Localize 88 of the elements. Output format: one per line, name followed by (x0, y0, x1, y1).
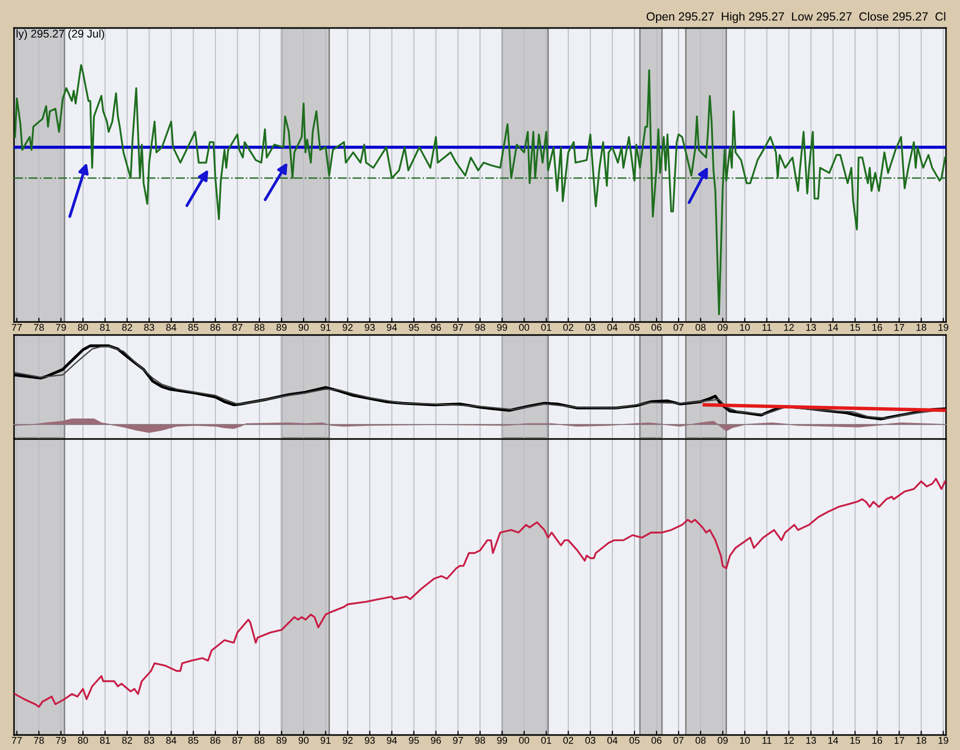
x-tick-label: 07 (674, 324, 684, 331)
x-tick-label: 89 (276, 324, 286, 331)
x-tick-label: 04 (607, 736, 618, 744)
x-tick-label: 93 (364, 736, 375, 744)
x-tick-label: 95 (408, 324, 419, 331)
x-tick-label: 01 (541, 324, 552, 331)
x-tick-label: 02 (563, 324, 574, 331)
x-tick-label: 11 (762, 324, 772, 331)
x-tick-label: 08 (696, 324, 706, 331)
x-tick-label: 99 (497, 324, 508, 331)
x-tick-label: 02 (563, 736, 574, 744)
x-tick-label: 79 (56, 736, 66, 744)
x-tick-label: 06 (652, 324, 662, 331)
x-tick-label: 93 (364, 324, 375, 331)
x-tick-label: 11 (762, 737, 772, 744)
x-tick-label: 08 (696, 736, 706, 744)
x-tick-label: 14 (828, 324, 838, 331)
x-tick-label: 99 (497, 736, 508, 744)
x-tick-label: 81 (100, 324, 110, 331)
x-tick-label: 19 (938, 736, 948, 744)
x-tick-label: 78 (34, 324, 44, 331)
x-tick-label: 09 (718, 324, 728, 331)
x-tick-label: 90 (298, 324, 309, 331)
x-tick-label: 18 (916, 324, 926, 331)
x-tick-label: 12 (784, 324, 794, 331)
x-tick-label: 07 (674, 736, 684, 744)
x-tick-label: 10 (740, 736, 750, 744)
x-tick-label: 84 (166, 324, 176, 331)
x-tick-label: 96 (430, 736, 441, 744)
x-tick-label: 09 (718, 736, 728, 744)
x-tick-label: 13 (806, 736, 816, 744)
x-tick-label: 86 (210, 736, 220, 744)
x-tick-label: 03 (585, 736, 596, 744)
x-tick-label: 06 (652, 736, 662, 744)
x-tick-label: 98 (475, 736, 486, 744)
x-tick-label: 80 (78, 324, 88, 331)
x-tick-label: 16 (872, 324, 882, 331)
text: Open 295.27 High 295.27 Low 295.27 Close 295.27 Cl (646, 12, 946, 23)
x-tick-label: 79 (56, 324, 66, 331)
x-tick-label: 05 (629, 324, 640, 331)
x-tick-label: 89 (276, 736, 286, 744)
x-tick-label: 90 (298, 736, 309, 744)
x-tick-label: 16 (872, 736, 882, 744)
chart-title: ly) 295.27 (29 Jul) (16, 29, 104, 40)
x-tick-label: 18 (916, 736, 926, 744)
x-tick-label: 05 (629, 736, 640, 744)
x-tick-label: 12 (784, 736, 794, 744)
x-tick-label: 03 (585, 324, 596, 331)
x-tick-label: 19 (938, 324, 948, 331)
x-tick-label: 87 (232, 736, 242, 744)
x-tick-label: 15 (850, 324, 860, 331)
x-tick-label: 14 (828, 737, 838, 744)
x-tick-label: 83 (144, 736, 154, 744)
x-tick-label: 91 (320, 324, 331, 331)
x-tick-label: 83 (144, 324, 154, 331)
x-tick-label: 00 (519, 736, 530, 744)
x-tick-label: 86 (210, 324, 220, 331)
x-tick-label: 85 (188, 736, 198, 744)
x-tick-label: 80 (78, 736, 88, 744)
x-tick-label: 77 (12, 737, 22, 744)
x-tick-label: 78 (34, 736, 44, 744)
x-tick-label: 97 (453, 736, 463, 744)
x-tick-label: 82 (122, 736, 132, 744)
x-tick-label: 94 (386, 736, 397, 744)
x-tick-label: 92 (342, 324, 353, 331)
x-tick-label: 98 (475, 324, 486, 331)
x-tick-label: 97 (453, 324, 463, 331)
x-tick-label: 95 (408, 736, 419, 744)
x-tick-label: 81 (100, 736, 110, 744)
x-tick-label: 84 (166, 736, 176, 744)
x-tick-label: 17 (894, 324, 904, 331)
x-tick-label: 85 (188, 324, 198, 331)
x-tick-label: 77 (12, 324, 22, 331)
x-tick-label: 87 (232, 324, 242, 331)
x-tick-label: 92 (342, 736, 353, 744)
x-tick-label: 96 (430, 324, 441, 331)
x-tick-label: 94 (386, 324, 397, 331)
x-tick-label: 91 (320, 736, 331, 744)
x-tick-label: 15 (850, 737, 860, 744)
x-tick-label: 88 (254, 324, 264, 331)
x-tick-label: 88 (254, 736, 264, 744)
x-tick-label: 00 (519, 324, 530, 331)
x-tick-label: 82 (122, 324, 132, 331)
x-tick-label: 04 (607, 324, 618, 331)
x-tick-label: 17 (894, 737, 904, 744)
x-tick-label: 10 (740, 324, 750, 331)
x-tick-label: 13 (806, 324, 816, 331)
x-tick-label: 01 (541, 736, 552, 744)
